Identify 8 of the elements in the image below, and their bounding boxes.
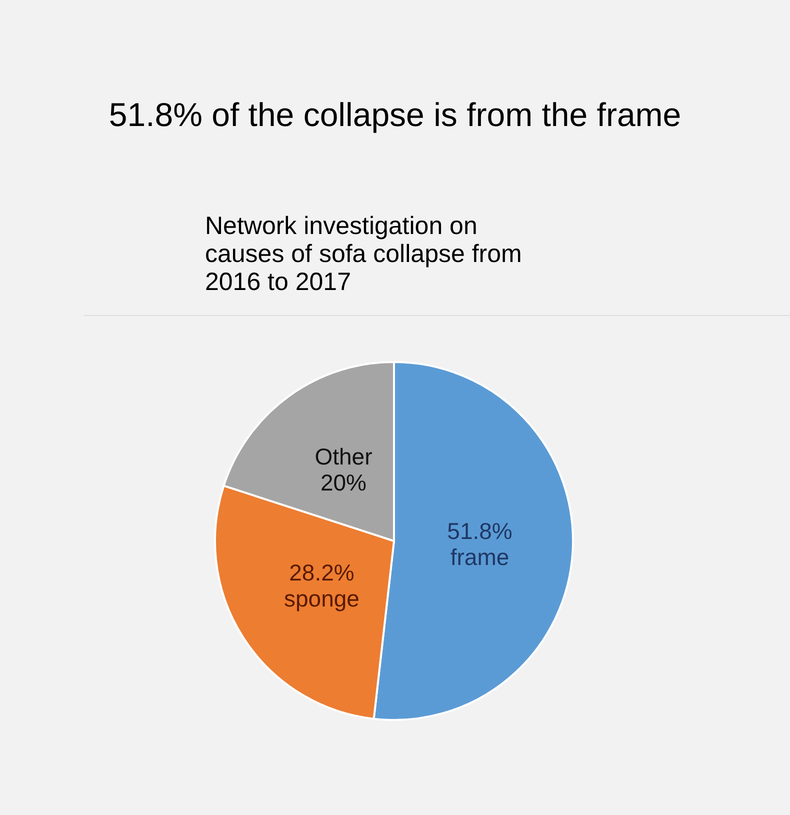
chart-subtitle: Network investigation on causes of sofa collapse from 2016 to 2017 bbox=[205, 212, 523, 296]
chart-title: 51.8% of the collapse is from the frame bbox=[108, 96, 682, 134]
slice-label: sponge bbox=[284, 586, 360, 612]
slice-label: frame bbox=[450, 544, 510, 570]
slice-label: Other bbox=[314, 444, 373, 470]
data-label: 28.2% bbox=[289, 560, 354, 586]
data-label: 51.8% bbox=[447, 518, 512, 544]
data-label: 20% bbox=[320, 470, 367, 496]
